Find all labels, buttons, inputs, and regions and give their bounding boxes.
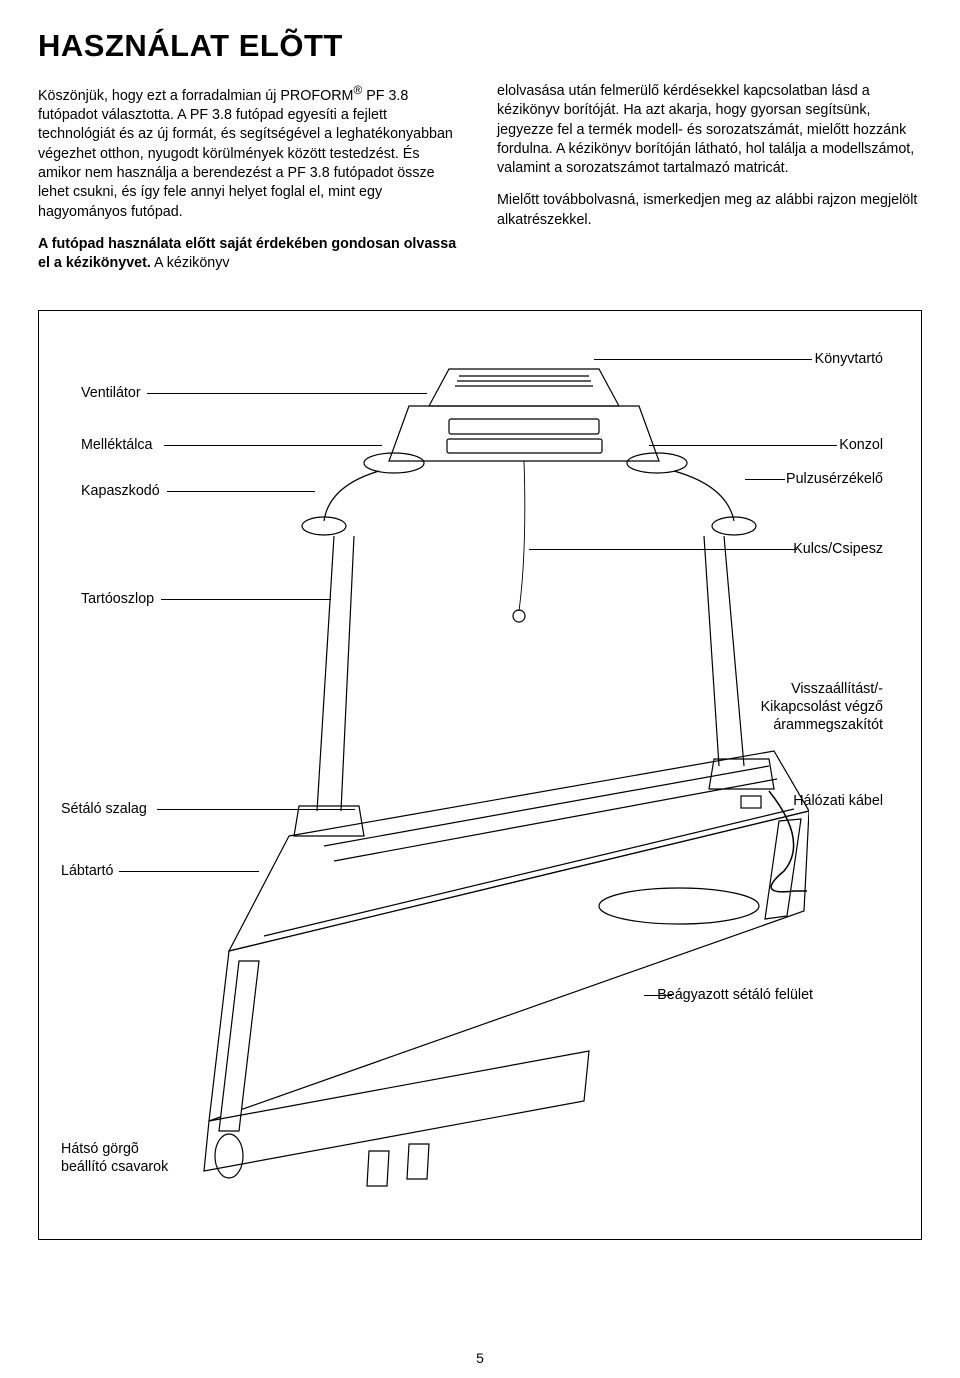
label-konyvtarto: Könyvtartó xyxy=(815,351,883,369)
label-mellektlalca: Melléktálca xyxy=(81,437,153,455)
para-right-2: Mielőtt továbbolvasná, ismerkedjen meg a… xyxy=(497,191,922,230)
label-kulcs: Kulcs/Csipesz xyxy=(793,541,883,559)
para-left-1b: PF 3.8 futópadot választotta. A PF 3.8 f… xyxy=(38,88,453,220)
label-hatso-gorgo: Hátsó görgõ beállító csavarok xyxy=(61,1141,168,1177)
reg-mark: ® xyxy=(353,83,362,97)
para-left-1a: Köszönjük, hogy ezt a forradalmian új PR… xyxy=(38,88,353,104)
column-left: Köszönjük, hogy ezt a forradalmian új PR… xyxy=(38,82,463,286)
para-left-2b: A kézikönyv xyxy=(151,255,230,271)
body-columns: Köszönjük, hogy ezt a forradalmian új PR… xyxy=(38,82,922,286)
page-number: 5 xyxy=(0,1350,960,1366)
label-kapaszkodo: Kapaszkodó xyxy=(81,483,160,501)
label-vissza: Visszaállítást/- Kikapcsolást végző áram… xyxy=(761,681,883,735)
column-right: elolvasása után felmerülő kérdésekkel ka… xyxy=(497,82,922,286)
label-pulzus: Pulzusérzékelő xyxy=(786,471,883,489)
para-left-1: Köszönjük, hogy ezt a forradalmian új PR… xyxy=(38,82,463,222)
page-title: HASZNÁLAT ELÕTT xyxy=(38,28,922,64)
diagram-container: Ventilátor Melléktálca Kapaszkodó Tartóo… xyxy=(38,310,922,1240)
para-right-1: elolvasása után felmerülő kérdésekkel ka… xyxy=(497,82,922,178)
treadmill-illustration xyxy=(169,351,809,1221)
para-left-2-bold: A futópad használata előtt saját érdekéb… xyxy=(38,236,456,271)
para-left-2: A futópad használata előtt saját érdekéb… xyxy=(38,235,463,274)
label-ventilator: Ventilátor xyxy=(81,385,141,403)
label-tartooszlop: Tartóoszlop xyxy=(81,591,154,609)
label-labtarto: Lábtartó xyxy=(61,863,113,881)
label-setalo-szalag: Sétáló szalag xyxy=(61,801,147,819)
label-halozati: Hálózati kábel xyxy=(793,793,883,811)
label-konzol: Konzol xyxy=(839,437,883,455)
label-beagyazott: Beágyazott sétáló felület xyxy=(657,987,813,1005)
